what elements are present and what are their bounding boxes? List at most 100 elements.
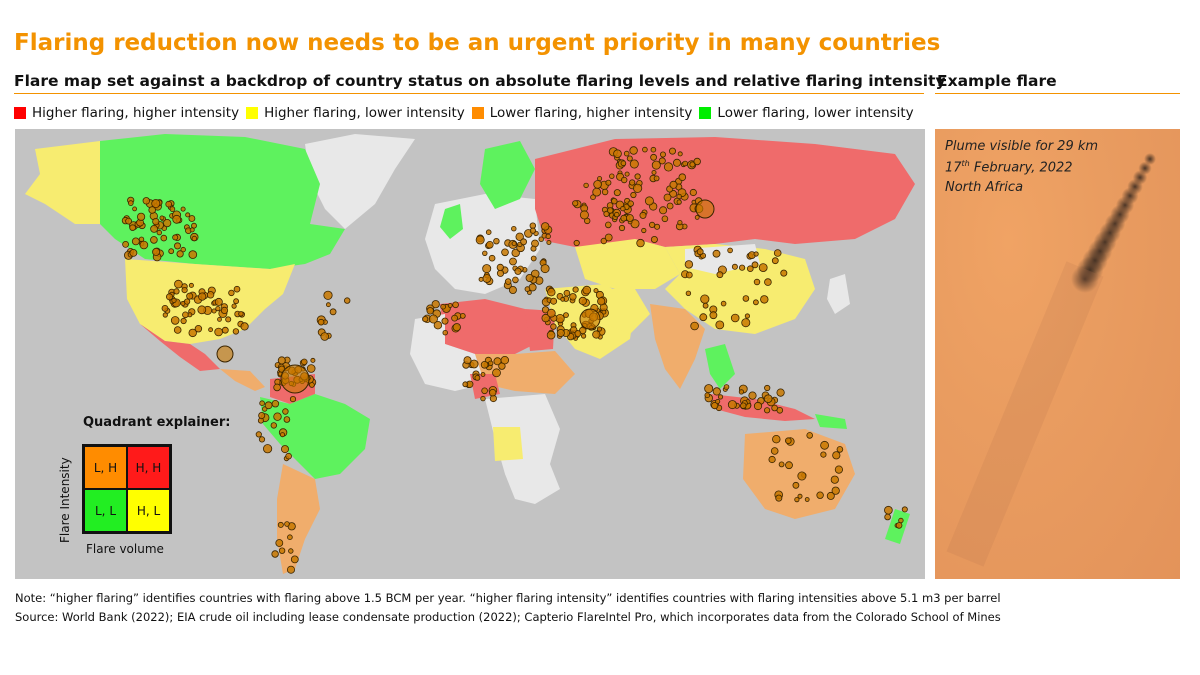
flare-marker [694, 215, 700, 220]
scandinavia [480, 141, 535, 209]
flare-marker [816, 491, 824, 499]
flare-marker [162, 312, 168, 318]
flare-marker [426, 307, 434, 315]
flare-marker [325, 302, 331, 308]
flare-marker [775, 494, 783, 502]
flare-marker [597, 176, 603, 182]
flare-marker [168, 248, 175, 255]
flare-marker [704, 392, 711, 399]
flare-marker [259, 400, 265, 407]
flare-marker [696, 248, 704, 256]
japan [827, 274, 850, 314]
flare-marker [596, 326, 603, 332]
plume-location-text: North Africa [945, 180, 1024, 195]
legend-item: Lower flaring, lower intensity [699, 105, 914, 121]
flare-marker [676, 193, 682, 200]
flare-marker [651, 170, 657, 176]
flare-marker [188, 328, 197, 338]
flare-marker [569, 293, 577, 301]
flare-marker [742, 295, 750, 302]
flare-marker [832, 451, 841, 460]
flare-marker [173, 326, 182, 334]
flare-marker [613, 189, 621, 197]
flare-marker [182, 311, 189, 319]
flare-marker [626, 155, 633, 162]
central-america [220, 369, 265, 391]
legend-label: Lower flaring, lower intensity [717, 105, 914, 121]
flare-marker [440, 303, 446, 310]
flare-marker [673, 158, 682, 167]
flare-marker [574, 330, 582, 337]
flare-marker [651, 160, 661, 170]
flare-marker [474, 374, 481, 381]
flare-marker [560, 296, 566, 302]
flare-marker [613, 149, 622, 159]
flare-marker [678, 173, 687, 181]
flare-marker [669, 147, 677, 155]
flare-marker [538, 236, 544, 242]
legend-item: Higher flaring, lower intensity [246, 105, 465, 121]
flare-marker [422, 316, 429, 323]
flare-marker [771, 404, 778, 412]
flare-marker [712, 387, 721, 396]
flare-marker [716, 271, 724, 279]
flare-marker [165, 293, 173, 301]
flare-marker [580, 333, 587, 339]
flare-marker [478, 276, 484, 282]
flare-marker [485, 241, 494, 249]
flare-marker [634, 173, 641, 180]
flare-marker [433, 320, 443, 330]
flare-marker [804, 497, 810, 502]
flare-marker [709, 311, 718, 320]
argentina [277, 464, 320, 574]
flare-marker [650, 146, 657, 153]
flare-marker [600, 237, 607, 245]
flare-marker [685, 290, 692, 296]
flare-marker [271, 550, 279, 558]
flare-marker [173, 242, 181, 250]
flare-marker [511, 248, 520, 258]
flare-marker [185, 212, 191, 218]
flare-marker [197, 305, 207, 315]
flare-marker [784, 437, 792, 445]
flare-marker [142, 197, 150, 205]
flare-marker [831, 486, 840, 495]
flare-marker [644, 196, 654, 206]
flare-marker [452, 301, 459, 309]
flare-marker [685, 271, 693, 279]
flare-marker [275, 539, 284, 547]
flare-marker [501, 248, 509, 257]
flare-marker [128, 200, 134, 206]
flare-marker [509, 257, 517, 266]
flare-marker [480, 372, 486, 377]
flare-marker [648, 221, 656, 229]
flare-marker [151, 199, 161, 209]
flare-marker [524, 286, 531, 292]
flare-marker [682, 160, 688, 167]
flare-marker [258, 411, 266, 419]
flare-marker [485, 229, 492, 235]
flare-marker [609, 173, 615, 179]
flare-marker [753, 278, 761, 286]
flare-marker [629, 146, 638, 155]
flare-marker [191, 235, 197, 242]
flare-marker [156, 229, 162, 236]
flare-marker [217, 316, 222, 322]
flare-marker [282, 408, 289, 415]
flare-marker [618, 224, 626, 232]
flare-marker [748, 391, 757, 400]
flare-marker [428, 314, 438, 324]
flare-marker [323, 290, 333, 300]
flare-marker [540, 264, 550, 274]
flare-marker [677, 151, 683, 157]
flare-marker [240, 322, 249, 331]
flare-marker [264, 401, 273, 410]
flare-marker [284, 521, 290, 527]
flare-marker [221, 326, 229, 334]
map-subtitle: Flare map set against a backdrop of coun… [14, 72, 946, 90]
flare-marker [500, 355, 509, 365]
flare-marker [520, 238, 528, 246]
flare-marker [290, 555, 299, 564]
flare-marker [180, 317, 187, 325]
flare-marker [181, 287, 188, 294]
